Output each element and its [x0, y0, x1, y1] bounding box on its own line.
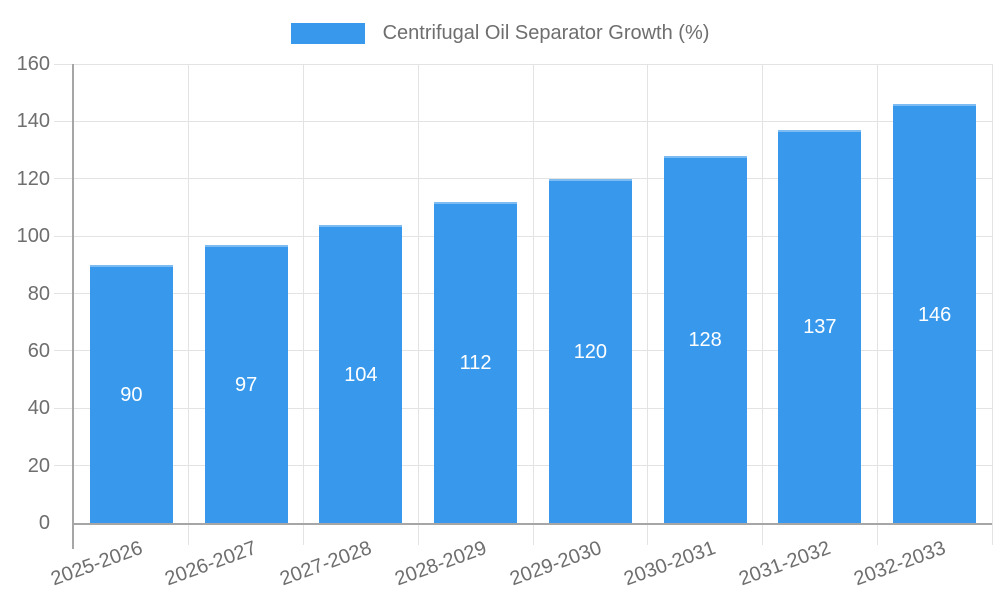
y-tick-label: 120	[16, 167, 50, 190]
gridline-horizontal	[54, 293, 992, 294]
y-tick-label: 80	[27, 282, 50, 305]
y-tick-label: 0	[38, 512, 50, 534]
y-tick-label: 160	[16, 53, 50, 75]
legend-label: Centrifugal Oil Separator Growth (%)	[382, 21, 710, 44]
bar: 112	[434, 201, 518, 523]
gridline-vertical	[303, 64, 304, 545]
bar: 146	[893, 104, 977, 523]
bar: 137	[778, 129, 862, 523]
x-tick-label: 2029-2030	[506, 536, 605, 591]
bar: 104	[319, 224, 403, 523]
bar: 90	[89, 264, 173, 523]
bar-value-label: 146	[917, 303, 952, 326]
gridline-horizontal	[54, 178, 992, 180]
bar-value-label: 137	[803, 316, 837, 339]
gridline-horizontal	[54, 63, 992, 65]
gridline-horizontal	[54, 350, 992, 352]
x-tick-label: 2032-2033	[851, 536, 949, 591]
bar-value-label: 97	[235, 373, 258, 396]
plot-area: 90 97 104 112 120 128 137 146	[54, 63, 993, 549]
bar-value-label: 120	[573, 340, 608, 363]
gridline-vertical	[876, 64, 878, 545]
gridline-vertical	[532, 64, 534, 545]
gridline-horizontal	[54, 407, 992, 409]
bar-value-label: 104	[344, 363, 378, 386]
bar-value-label: 112	[459, 352, 492, 375]
x-tick-label: 2026-2027	[162, 536, 260, 591]
x-tick-label: 2027-2028	[277, 536, 375, 591]
y-tick-label: 60	[27, 339, 50, 362]
y-tick-label: 40	[27, 397, 50, 420]
x-tick-label: 2025-2026	[47, 536, 146, 591]
y-tick-label: 20	[27, 454, 50, 477]
gridline-vertical	[991, 64, 993, 545]
gridline-vertical	[417, 64, 419, 545]
bar: 97	[204, 244, 288, 523]
gridline-horizontal	[54, 465, 992, 467]
y-tick-label: 100	[16, 225, 50, 248]
bar: 120	[548, 178, 632, 523]
x-tick-label: 2030-2031	[621, 536, 719, 591]
x-tick-label: 2028-2029	[392, 536, 490, 591]
gridline-horizontal	[54, 120, 992, 122]
y-axis-line	[72, 64, 74, 549]
gridline-vertical	[762, 64, 763, 545]
bar-value-label: 90	[120, 383, 143, 406]
x-tick-label: 2031-2032	[736, 536, 834, 591]
bar: 128	[663, 155, 747, 523]
chart-legend[interactable]: Centrifugal Oil Separator Growth (%)	[0, 19, 1000, 47]
y-tick-label: 140	[16, 110, 50, 133]
legend-swatch-icon	[290, 22, 365, 44]
gridline-vertical	[647, 64, 649, 545]
x-axis-line	[72, 523, 992, 525]
gridline-horizontal	[54, 235, 992, 237]
gridline-vertical	[188, 64, 190, 545]
bar-value-label: 128	[688, 329, 722, 352]
